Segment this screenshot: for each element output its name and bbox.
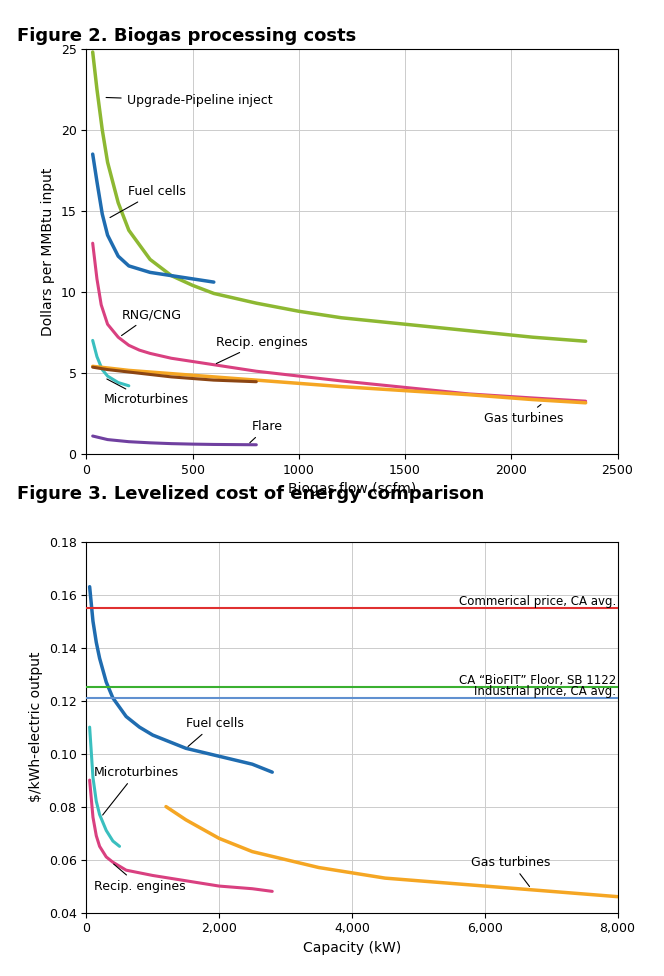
Text: Commerical price, CA avg.: Commerical price, CA avg.	[459, 595, 616, 608]
Text: Recip. engines: Recip. engines	[216, 336, 307, 363]
X-axis label: Capacity (kW): Capacity (kW)	[303, 941, 401, 955]
Text: Microturbines: Microturbines	[104, 379, 189, 406]
Text: Fuel cells: Fuel cells	[186, 716, 244, 747]
Text: Flare: Flare	[250, 420, 283, 443]
Text: Upgrade-Pipeline inject: Upgrade-Pipeline inject	[106, 94, 272, 107]
X-axis label: Biogas flow (scfm): Biogas flow (scfm)	[288, 482, 416, 496]
Text: CA “BioFIT” Floor, SB 1122: CA “BioFIT” Floor, SB 1122	[459, 674, 616, 687]
Text: Industrial price, CA avg.: Industrial price, CA avg.	[474, 685, 616, 698]
Y-axis label: $/kWh-electric output: $/kWh-electric output	[29, 652, 43, 802]
Text: Microturbines: Microturbines	[94, 765, 179, 815]
Y-axis label: Dollars per MMBtu input: Dollars per MMBtu input	[41, 167, 55, 336]
Text: RNG/CNG: RNG/CNG	[122, 308, 181, 336]
Text: Fuel cells: Fuel cells	[110, 184, 186, 218]
Text: Figure 2. Biogas processing costs: Figure 2. Biogas processing costs	[17, 27, 356, 45]
Text: Gas turbines: Gas turbines	[483, 404, 563, 425]
Text: Figure 3. Levelized cost of energy comparison: Figure 3. Levelized cost of energy compa…	[17, 485, 484, 503]
Text: Gas turbines: Gas turbines	[471, 856, 551, 886]
Text: Recip. engines: Recip. engines	[94, 864, 185, 893]
